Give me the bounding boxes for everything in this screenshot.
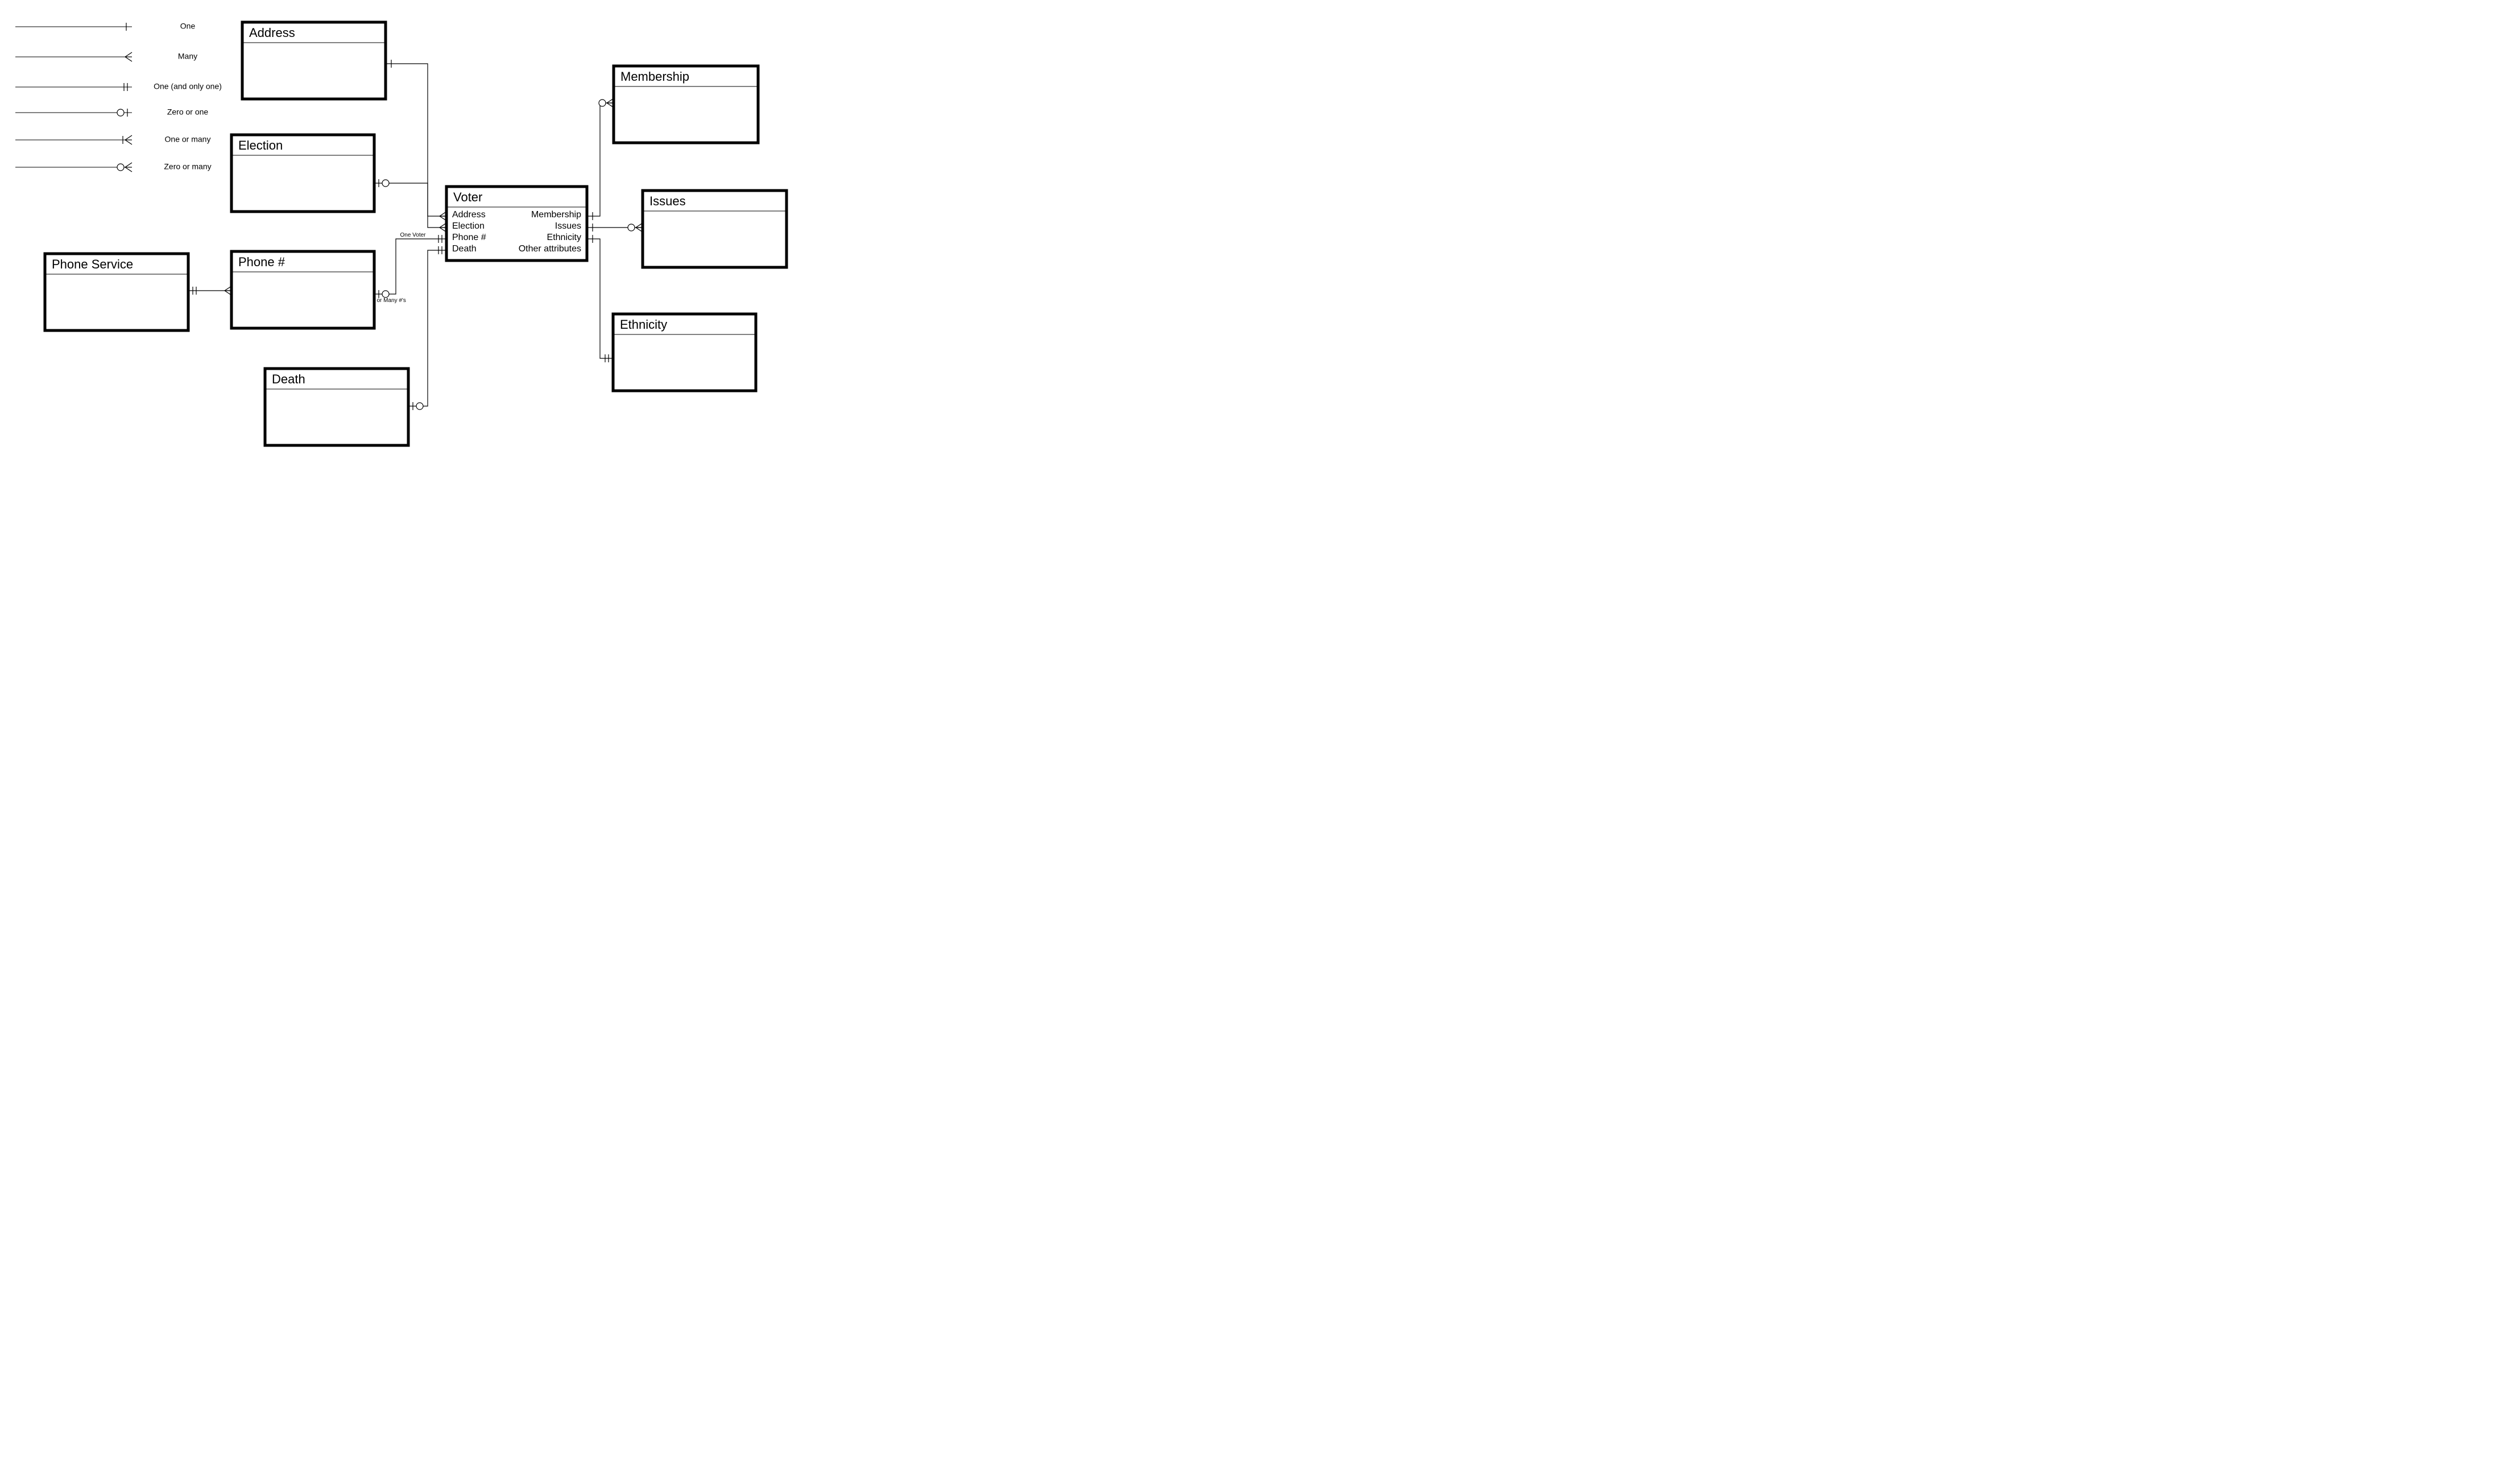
entity-phoneNum: Phone # bbox=[231, 251, 374, 328]
entity-attr: Ethnicity bbox=[547, 233, 581, 242]
legend-row: Zero or many bbox=[15, 162, 212, 172]
entity-attr: Phone # bbox=[452, 233, 486, 242]
legend-row: One (and only one) bbox=[15, 82, 222, 91]
entity-address: Address bbox=[242, 22, 386, 99]
entity-attr: Election bbox=[452, 221, 485, 231]
legend-label: One or many bbox=[165, 135, 211, 144]
legend-label: Zero or one bbox=[167, 108, 209, 117]
legend-row: One bbox=[15, 22, 195, 31]
legend-label: Many bbox=[178, 52, 197, 61]
entity-title: Issues bbox=[649, 194, 686, 208]
entity-title: Phone Service bbox=[52, 257, 133, 271]
entity-attr: Other attributes bbox=[519, 244, 581, 254]
legend-row: One or many bbox=[15, 135, 210, 144]
entity-attr: Death bbox=[452, 244, 477, 254]
entity-title: Phone # bbox=[238, 255, 285, 269]
entity-ethnicity: Ethnicity bbox=[613, 314, 756, 391]
legend-label: Zero or many bbox=[164, 162, 211, 171]
legend-label: One bbox=[180, 22, 196, 31]
legend-label: One (and only one) bbox=[154, 82, 222, 91]
entity-membership: Membership bbox=[614, 66, 758, 143]
entity-title: Election bbox=[238, 138, 283, 152]
entity-title: Voter bbox=[453, 190, 482, 204]
connection bbox=[587, 235, 613, 362]
connection bbox=[374, 179, 446, 232]
entity-issues: Issues bbox=[643, 191, 787, 267]
legend: One Many One (and only one) Zero or one One … bbox=[15, 22, 222, 172]
connection bbox=[408, 246, 446, 410]
cardinality-many bbox=[125, 52, 132, 61]
entity-attr: Address bbox=[452, 210, 486, 220]
legend-row: Zero or one bbox=[15, 108, 208, 117]
connection bbox=[374, 235, 446, 298]
connection bbox=[188, 286, 231, 295]
entity-title: Death bbox=[272, 372, 305, 386]
entity-attr: Membership bbox=[531, 210, 581, 220]
entity-attr: Issues bbox=[555, 221, 581, 231]
entity-title: Membership bbox=[620, 69, 689, 84]
entity-title: Ethnicity bbox=[620, 317, 667, 332]
entity-death: Death bbox=[265, 369, 408, 445]
connection bbox=[386, 60, 446, 221]
connection bbox=[587, 223, 643, 232]
connection bbox=[587, 98, 614, 220]
entity-title: Address bbox=[249, 26, 295, 40]
entity-election: Election bbox=[231, 135, 374, 212]
entity-voter: Voter AddressElection Phone # Death Membersh… bbox=[446, 187, 587, 261]
legend-row: Many bbox=[15, 52, 197, 61]
entity-phoneService: Phone Service bbox=[45, 254, 188, 330]
edge-label: One Voter bbox=[400, 232, 426, 238]
er-diagram: One Many One (and only one) Zero or one One … bbox=[0, 0, 840, 492]
edge-label: 0 or Many #'s bbox=[372, 297, 406, 304]
